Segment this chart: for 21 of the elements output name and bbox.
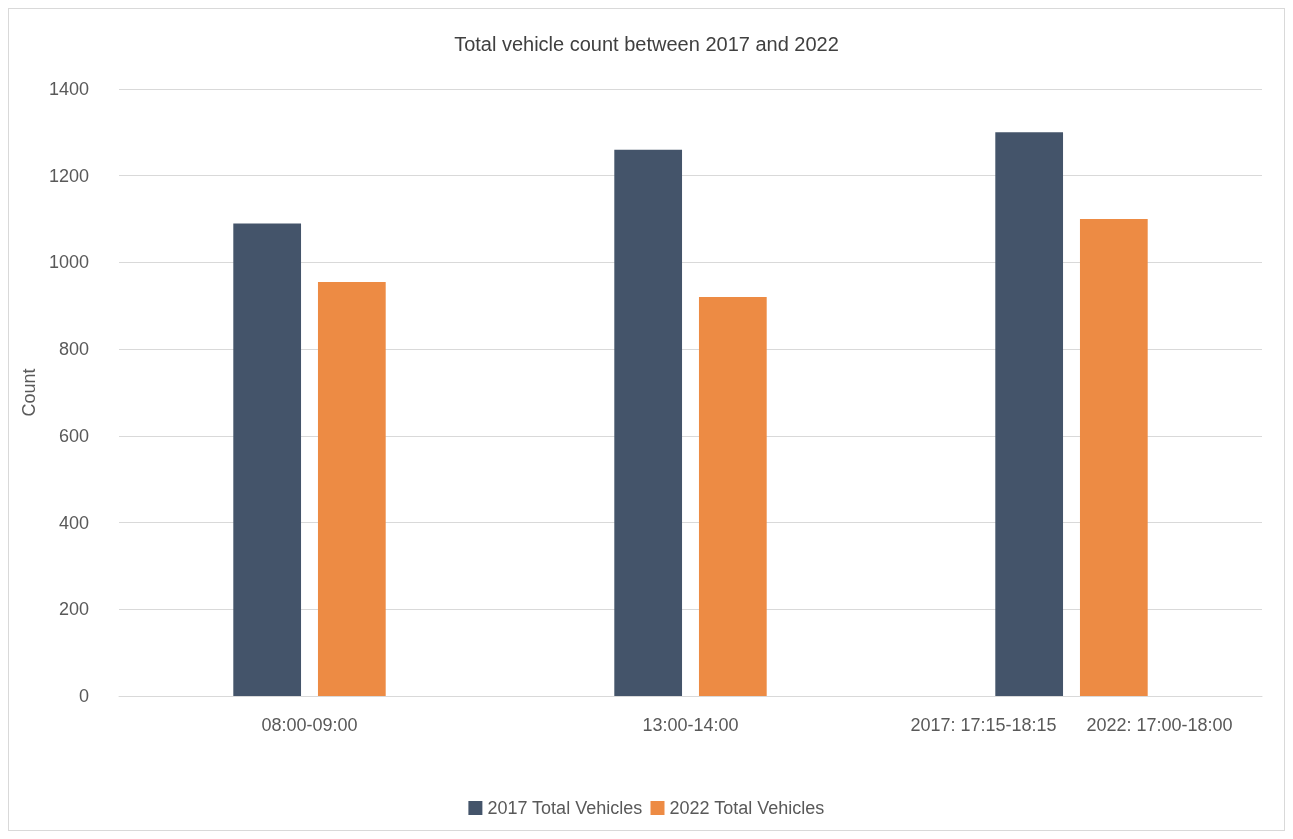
y-tick-label: 1000 <box>48 252 89 273</box>
bar <box>614 149 683 696</box>
y-tick-label: 1200 <box>48 165 89 186</box>
y-tick-label: 800 <box>58 339 89 360</box>
y-tick-label: 1400 <box>48 79 89 99</box>
chart-title: Total vehicle count between 2017 and 2022 <box>454 33 839 55</box>
bar <box>1079 219 1148 696</box>
bar <box>233 223 302 696</box>
y-tick-label: 600 <box>58 425 89 446</box>
bar <box>995 132 1064 696</box>
legend-label: 2017 Total Vehicles <box>487 798 643 818</box>
bar <box>317 281 386 696</box>
x-tick-label: 13:00-14:00 <box>642 715 739 735</box>
bar <box>698 297 767 696</box>
y-tick-label: 400 <box>58 512 89 533</box>
y-axis-title: Count <box>19 368 40 417</box>
y-tick-label: 0 <box>78 686 89 706</box>
y-tick-label: 200 <box>58 599 89 620</box>
x-tick-label: 08:00-09:00 <box>261 715 358 735</box>
x-tick-label: 2017: 17:15-18:15 2022: 17:00-18:00 <box>910 715 1233 735</box>
legend-label: 2022 Total Vehicles <box>669 798 825 818</box>
